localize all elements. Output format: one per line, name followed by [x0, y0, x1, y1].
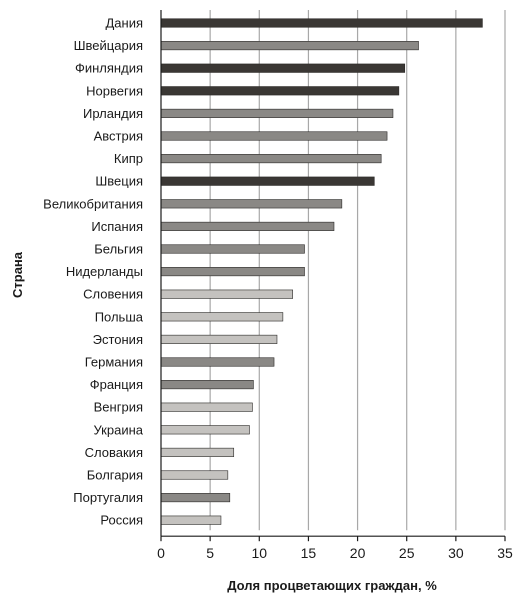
x-tick-label: 30 [448, 545, 464, 561]
x-tick-label: 15 [301, 545, 317, 561]
x-tick-label: 25 [399, 545, 415, 561]
category-label: Финляндия [75, 61, 143, 76]
category-label: Австрия [94, 129, 143, 144]
bar [160, 312, 284, 322]
category-label: Дания [105, 16, 143, 31]
x-tick-label: 35 [497, 545, 513, 561]
category-labels: Дания Швейцария Финляндия Норвегия Ирландия А… [43, 16, 144, 528]
bar [160, 18, 483, 28]
bar [160, 63, 406, 73]
x-tick-label: 10 [251, 545, 267, 561]
x-tick-label: 0 [157, 545, 165, 561]
bar [160, 515, 222, 525]
category-label: Норвегия [86, 83, 143, 98]
category-label: Франция [90, 377, 143, 392]
bar [160, 108, 394, 118]
x-tick-label: 5 [206, 545, 214, 561]
category-label: Германия [85, 355, 143, 370]
bar [160, 380, 254, 390]
bar [160, 493, 231, 503]
x-tick-label: 20 [350, 545, 366, 561]
bar [160, 425, 250, 435]
bar [160, 154, 382, 164]
y-axis-title: Страна [10, 251, 25, 298]
category-label: Украина [94, 422, 144, 437]
bar [160, 267, 305, 277]
bar [160, 334, 278, 344]
category-label: Кипр [114, 151, 143, 166]
category-label: Бельгия [94, 242, 143, 257]
bar [160, 131, 388, 141]
bar [160, 199, 343, 209]
bar [160, 357, 275, 367]
category-label: Испания [91, 219, 143, 234]
bar [160, 244, 305, 254]
category-label: Словакия [85, 445, 143, 460]
category-label: Швейцария [74, 38, 143, 53]
category-label: Эстония [93, 332, 143, 347]
bars [160, 18, 483, 525]
category-label: Венгрия [94, 400, 143, 415]
bar [160, 447, 235, 457]
category-label: Польша [95, 309, 144, 324]
x-axis: 0 5 10 15 20 25 30 35 [157, 10, 513, 561]
category-label: Великобритания [43, 196, 143, 211]
bar [160, 41, 419, 51]
bar [160, 221, 335, 231]
category-label: Нидерланды [66, 264, 143, 279]
x-axis-title: Доля процветающих граждан, % [227, 578, 437, 593]
bar [160, 86, 400, 96]
bar [160, 289, 294, 299]
category-label: Ирландия [83, 106, 143, 121]
category-label: Португалия [73, 490, 143, 505]
bar [160, 176, 375, 186]
bar [160, 402, 253, 412]
bar [160, 470, 229, 480]
category-label: Россия [100, 513, 143, 528]
grid-lines [209, 10, 506, 531]
category-label: Словения [83, 287, 143, 302]
category-label: Швеция [95, 174, 143, 189]
category-label: Болгария [87, 468, 143, 483]
